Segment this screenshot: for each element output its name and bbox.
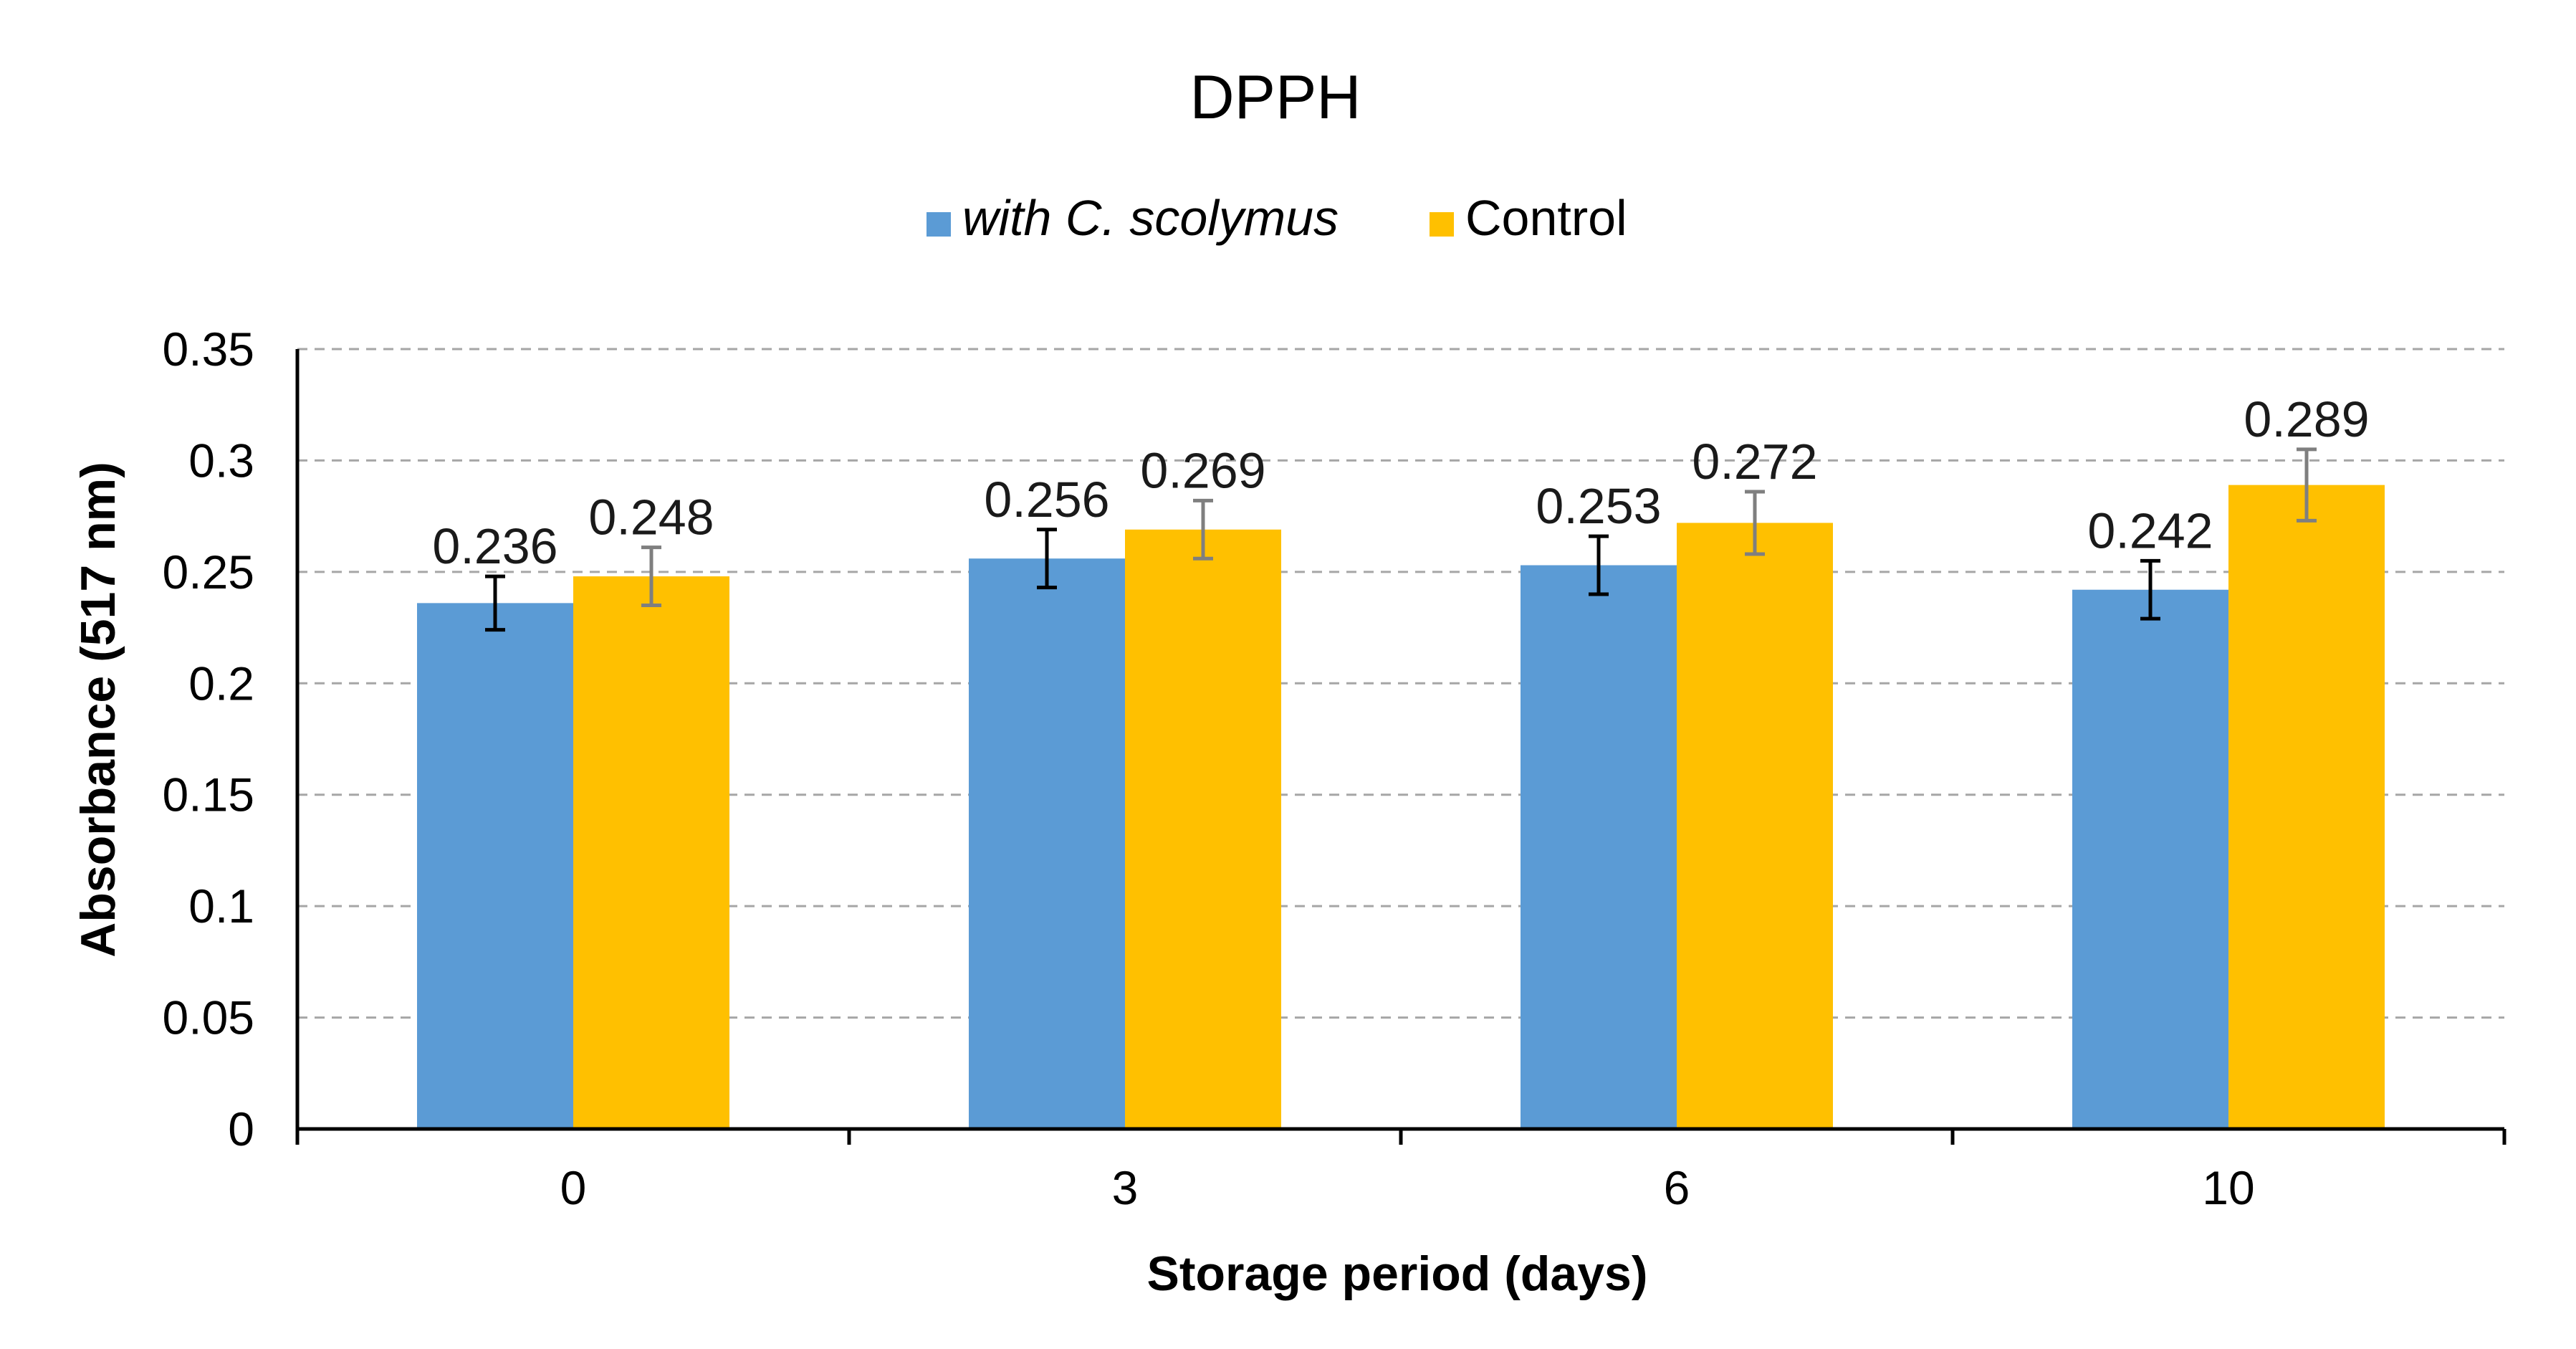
data-label: 0.248 [588,490,714,545]
legend-label: with C. scolymus [962,190,1339,246]
y-tick-label: 0.25 [163,545,254,599]
x-tick-label: 3 [1112,1161,1139,1214]
data-label: 0.256 [984,472,1109,528]
y-tick-label: 0.35 [163,323,254,376]
bar [2072,589,2228,1129]
bar [417,603,573,1129]
bar [1521,565,1677,1129]
y-tick-label: 0.05 [163,991,254,1044]
error-bars [485,447,2317,632]
legend-swatch [927,212,951,237]
bar [2228,485,2385,1129]
x-axis-title: Storage period (days) [1146,1246,1647,1301]
data-label: 0.289 [2244,391,2369,447]
x-tick-label: 10 [2202,1161,2254,1214]
y-tick-label: 0.15 [163,768,254,821]
legend-swatch [1430,212,1454,237]
bar [573,576,729,1129]
data-label: 0.272 [1692,434,1817,490]
x-tick-label: 6 [1664,1161,1690,1214]
x-tick-label: 0 [560,1161,587,1214]
chart-title: DPPH [1190,63,1361,132]
y-tick-label: 0 [228,1102,254,1155]
legend-label: Control [1465,190,1627,246]
bar [969,558,1125,1129]
y-tick-label: 0.1 [188,880,254,933]
data-label: 0.236 [432,518,557,574]
data-label: 0.269 [1140,442,1265,498]
data-label: 0.242 [2087,502,2213,558]
legend: with C. scolymus Control [927,190,1627,246]
bar [1677,523,1833,1129]
bars [417,485,2385,1129]
y-tick-label: 0.2 [188,657,254,710]
y-tick-label: 0.3 [188,434,254,487]
data-labels: 0.236 0.248 0.256 0.269 0.253 0.272 0.242 0.289 [432,391,2369,574]
bar [1125,529,1281,1129]
y-axis-title: Absorbance (517 nm) [71,462,125,958]
data-label: 0.253 [1536,478,1661,534]
axes: 0 0.05 0.1 0.15 0.2 0.25 0.3 0.35 0 3 6 10 [163,323,2506,1214]
